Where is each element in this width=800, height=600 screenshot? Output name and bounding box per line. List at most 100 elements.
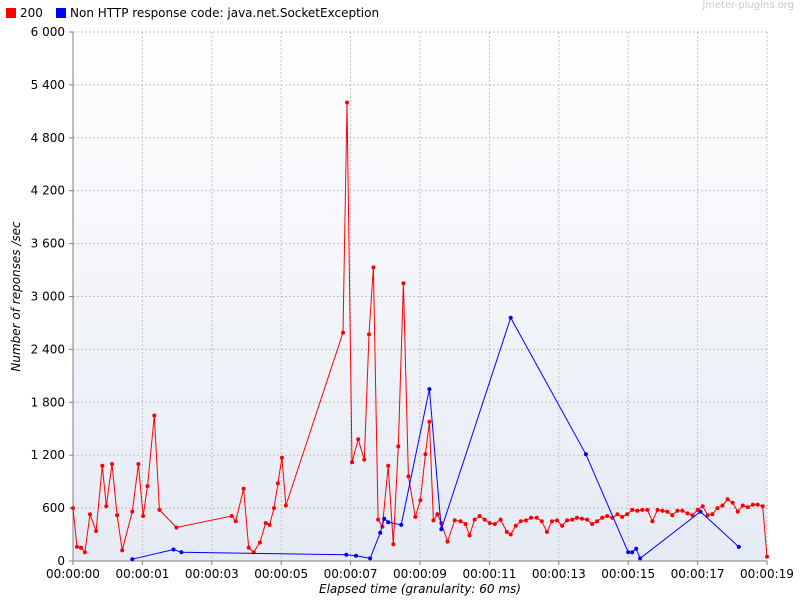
data-point bbox=[755, 502, 760, 507]
data-point bbox=[605, 514, 610, 518]
data-point bbox=[75, 544, 79, 549]
y-tick-label: 2 400 bbox=[31, 342, 65, 356]
x-tick-label: 00:00:17 bbox=[671, 567, 725, 581]
legend-label-series-1: 200 bbox=[20, 6, 43, 20]
x-tick-label: 00:00:13 bbox=[532, 567, 586, 581]
legend-swatch-series-2 bbox=[56, 8, 66, 18]
data-point bbox=[740, 503, 745, 508]
data-point bbox=[518, 519, 523, 524]
data-point bbox=[700, 504, 705, 509]
y-tick-label: 6 000 bbox=[31, 25, 65, 39]
series-2 bbox=[130, 315, 741, 562]
data-point bbox=[100, 463, 105, 468]
data-point bbox=[174, 525, 179, 530]
data-point bbox=[670, 513, 675, 518]
x-tick-label: 00:00:09 bbox=[393, 567, 447, 581]
data-point bbox=[698, 509, 703, 514]
data-point bbox=[595, 519, 600, 524]
y-tick-label: 0 bbox=[57, 554, 65, 568]
legend-label-series-2: Non HTTP response code: java.net.SocketE… bbox=[70, 6, 380, 20]
data-point bbox=[431, 518, 436, 523]
data-point bbox=[645, 507, 650, 512]
y-tick-label: 4 800 bbox=[31, 131, 65, 145]
data-point bbox=[660, 508, 665, 513]
data-point bbox=[246, 545, 251, 550]
data-point bbox=[615, 512, 620, 517]
x-axis-title: Elapsed time (granularity: 60 ms) bbox=[319, 582, 521, 596]
data-point bbox=[445, 539, 450, 544]
data-point bbox=[367, 332, 371, 337]
grid-lines bbox=[72, 31, 768, 562]
data-point bbox=[130, 557, 135, 562]
data-point bbox=[241, 486, 246, 491]
data-point bbox=[508, 315, 513, 320]
data-point bbox=[458, 519, 463, 524]
data-point bbox=[570, 517, 575, 522]
data-point bbox=[513, 523, 518, 528]
data-point bbox=[750, 502, 755, 507]
legend-item-series-1: 200 bbox=[6, 6, 43, 20]
data-point bbox=[396, 444, 401, 449]
data-point bbox=[600, 515, 605, 520]
data-point bbox=[472, 517, 477, 522]
data-point bbox=[82, 550, 87, 555]
data-point bbox=[523, 518, 528, 523]
series-1 bbox=[71, 100, 769, 559]
series-group bbox=[71, 100, 769, 562]
data-point bbox=[427, 387, 432, 392]
y-tick-label: 1 200 bbox=[31, 448, 65, 462]
data-point bbox=[120, 548, 125, 553]
data-point bbox=[435, 512, 440, 517]
y-tick-label: 600 bbox=[42, 501, 65, 515]
watermark: jmeter-plugins.org bbox=[702, 0, 794, 11]
data-point bbox=[585, 517, 589, 522]
data-point bbox=[482, 517, 487, 522]
x-tick-label: 00:00:07 bbox=[324, 567, 378, 581]
data-point bbox=[94, 529, 99, 533]
data-point bbox=[720, 503, 725, 508]
y-tick-label: 3 600 bbox=[31, 237, 65, 251]
data-point bbox=[257, 540, 262, 545]
data-point bbox=[675, 508, 680, 513]
data-point bbox=[145, 484, 150, 489]
data-point bbox=[579, 516, 584, 521]
data-point bbox=[267, 522, 272, 527]
data-point bbox=[233, 519, 238, 524]
data-point bbox=[680, 508, 685, 513]
data-point bbox=[391, 542, 396, 547]
data-point bbox=[79, 545, 83, 550]
data-point bbox=[705, 513, 710, 518]
data-point bbox=[508, 532, 513, 537]
data-point bbox=[635, 508, 640, 513]
data-point bbox=[655, 507, 660, 512]
data-point bbox=[427, 419, 432, 424]
data-point bbox=[640, 507, 645, 512]
data-point bbox=[590, 522, 595, 526]
data-point bbox=[544, 529, 549, 534]
data-point bbox=[354, 553, 358, 558]
data-point bbox=[279, 455, 284, 460]
data-point bbox=[665, 509, 670, 514]
data-point bbox=[625, 512, 630, 517]
data-point bbox=[406, 474, 411, 479]
data-point bbox=[735, 509, 740, 514]
data-point bbox=[341, 330, 345, 335]
data-point bbox=[362, 457, 367, 462]
data-point bbox=[179, 550, 184, 555]
data-point bbox=[157, 507, 162, 512]
data-point bbox=[356, 437, 361, 442]
data-point bbox=[141, 514, 146, 518]
data-point bbox=[630, 507, 635, 512]
y-axis-ticks: 0 600 1 200 1 800 2 400 3 000 3 600 4 200 4 800 5… bbox=[31, 25, 73, 568]
data-point bbox=[487, 521, 492, 526]
y-tick-label: 5 400 bbox=[31, 78, 65, 92]
y-tick-label: 1 800 bbox=[31, 395, 65, 409]
data-point bbox=[715, 506, 720, 511]
data-point bbox=[110, 462, 114, 466]
data-point bbox=[136, 462, 141, 466]
chart-legend: 200 Non HTTP response code: java.net.Soc… bbox=[0, 0, 800, 26]
data-point bbox=[229, 514, 234, 518]
data-point bbox=[376, 517, 381, 522]
data-point bbox=[534, 515, 539, 520]
data-point bbox=[498, 517, 503, 522]
